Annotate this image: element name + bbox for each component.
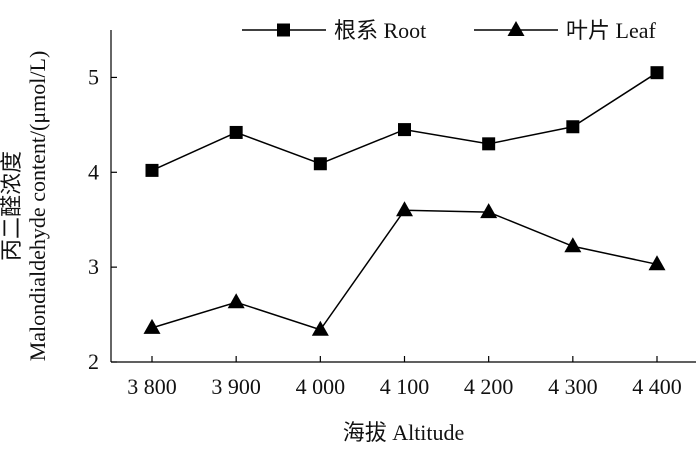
legend-item-leaf: 叶片 Leaf [474, 18, 656, 43]
y-axis-label-group: 丙二醛浓度 Malondialdehyde content/(μmol/L) [0, 51, 50, 362]
data-point-square [482, 137, 496, 151]
data-point-triangle [143, 318, 161, 334]
y-ticks: 2 3 4 5 [88, 64, 117, 374]
series-leaf [143, 201, 666, 336]
y-tick-label: 5 [88, 64, 99, 89]
legend-label-root: 根系 Root [334, 18, 426, 43]
series-root [145, 66, 664, 177]
y-tick-label: 2 [88, 349, 99, 374]
series-layer [143, 66, 666, 336]
data-point-square [229, 125, 243, 139]
x-tick-label: 4 300 [548, 374, 598, 399]
x-axis-label: 海拔 Altitude [343, 420, 465, 445]
data-point-square [566, 120, 580, 134]
y-axis-label-en: Malondialdehyde content/(μmol/L) [25, 51, 50, 362]
y-tick-label: 4 [88, 159, 99, 184]
data-point-triangle [480, 203, 498, 219]
data-point-square [313, 157, 327, 171]
data-point-triangle [648, 255, 666, 271]
x-tick-label: 4 000 [296, 374, 346, 399]
x-tick-label: 3 900 [211, 374, 261, 399]
data-point-square [398, 123, 411, 137]
axes [110, 30, 696, 363]
legend: 根系 Root 叶片 Leaf [242, 18, 656, 43]
y-axis-label-cn: 丙二醛浓度 [0, 151, 24, 261]
x-ticks: 3 800 3 900 4 000 4 100 4 200 4 300 4 400 [127, 356, 682, 399]
data-point-square [650, 66, 664, 80]
data-point-triangle [227, 293, 245, 309]
data-point-triangle [564, 237, 582, 253]
y-tick-label: 3 [88, 254, 99, 279]
x-tick-label: 3 800 [127, 374, 177, 399]
data-point-triangle [311, 320, 329, 336]
x-tick-label: 4 400 [632, 374, 682, 399]
legend-item-root: 根系 Root [242, 18, 426, 43]
x-tick-label: 4 100 [380, 374, 430, 399]
legend-label-leaf: 叶片 Leaf [566, 18, 656, 43]
series-line [151, 72, 658, 172]
x-tick-label: 4 200 [464, 374, 514, 399]
legend-square-marker [277, 23, 290, 37]
data-point-square [145, 163, 159, 177]
series-line [151, 209, 658, 331]
legend-triangle-marker [507, 21, 525, 36]
data-point-triangle [396, 201, 413, 217]
